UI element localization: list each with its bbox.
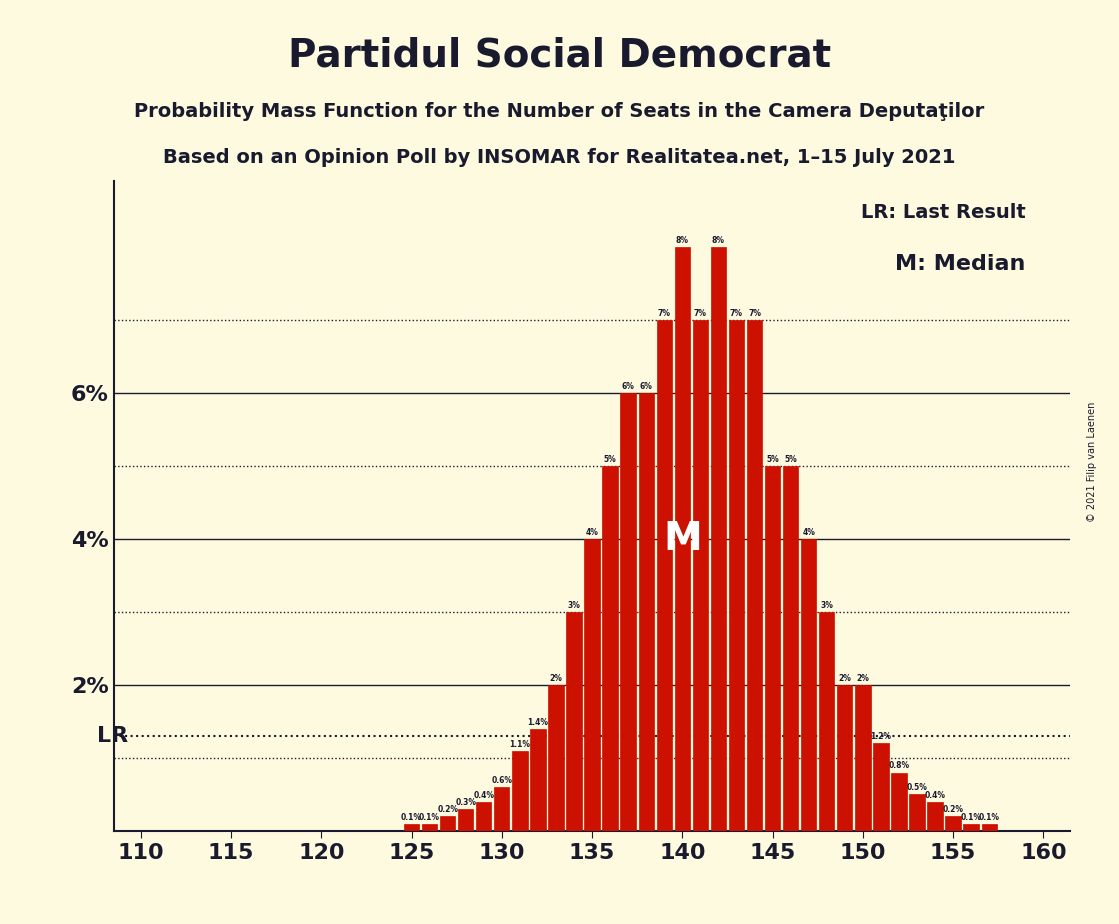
Bar [422, 823, 438, 831]
Text: 2%: 2% [856, 674, 869, 683]
Bar [639, 393, 653, 831]
Bar [928, 802, 942, 831]
Text: 8%: 8% [712, 236, 725, 245]
Bar [855, 685, 871, 831]
Text: 0.5%: 0.5% [906, 784, 928, 792]
Text: 2%: 2% [549, 674, 563, 683]
Bar [621, 393, 636, 831]
Bar [765, 466, 780, 831]
Bar [963, 823, 979, 831]
Text: 6%: 6% [640, 382, 652, 391]
Text: 8%: 8% [676, 236, 689, 245]
Text: 0.3%: 0.3% [455, 798, 477, 807]
Bar [476, 802, 491, 831]
Text: 0.2%: 0.2% [438, 805, 458, 814]
Bar [711, 247, 726, 831]
Text: © 2021 Filip van Laenen: © 2021 Filip van Laenen [1087, 402, 1097, 522]
Bar [819, 612, 835, 831]
Bar [495, 787, 509, 831]
Bar [566, 612, 582, 831]
Text: 0.8%: 0.8% [888, 761, 910, 771]
Text: 4%: 4% [585, 528, 599, 537]
Text: 1.1%: 1.1% [509, 739, 530, 748]
Bar [548, 685, 564, 831]
Text: 7%: 7% [694, 309, 707, 318]
Text: 1.2%: 1.2% [871, 732, 892, 741]
Bar [981, 823, 997, 831]
Text: 7%: 7% [658, 309, 670, 318]
Bar [404, 823, 420, 831]
Text: 3%: 3% [820, 601, 834, 610]
Bar [728, 320, 744, 831]
Text: 5%: 5% [784, 455, 797, 464]
Bar [675, 247, 690, 831]
Bar [584, 539, 600, 831]
Text: 1.4%: 1.4% [527, 718, 548, 726]
Text: 2%: 2% [838, 674, 852, 683]
Text: 5%: 5% [767, 455, 779, 464]
Text: 0.1%: 0.1% [420, 812, 440, 821]
Text: 0.1%: 0.1% [979, 812, 999, 821]
Bar [783, 466, 798, 831]
Bar [530, 729, 546, 831]
Bar [693, 320, 708, 831]
Text: 0.1%: 0.1% [960, 812, 981, 821]
Text: LR: LR [97, 726, 129, 746]
Text: M: M [662, 520, 702, 558]
Text: Probability Mass Function for the Number of Seats in the Camera Deputaţilor: Probability Mass Function for the Number… [134, 102, 985, 121]
Bar [837, 685, 853, 831]
Text: 4%: 4% [802, 528, 815, 537]
Text: 6%: 6% [622, 382, 634, 391]
Bar [801, 539, 817, 831]
Text: 7%: 7% [747, 309, 761, 318]
Bar [513, 750, 527, 831]
Text: 7%: 7% [730, 309, 743, 318]
Bar [746, 320, 762, 831]
Text: 5%: 5% [604, 455, 617, 464]
Text: M: Median: M: Median [895, 254, 1025, 274]
Bar [946, 817, 961, 831]
Bar [458, 809, 473, 831]
Text: 0.1%: 0.1% [401, 812, 422, 821]
Text: 0.4%: 0.4% [473, 791, 495, 799]
Bar [891, 772, 906, 831]
Text: 3%: 3% [567, 601, 581, 610]
Text: 0.4%: 0.4% [924, 791, 946, 799]
Bar [873, 744, 888, 831]
Bar [910, 795, 924, 831]
Text: 0.6%: 0.6% [491, 776, 513, 785]
Text: Partidul Social Democrat: Partidul Social Democrat [288, 37, 831, 75]
Bar [657, 320, 671, 831]
Text: 0.2%: 0.2% [942, 805, 963, 814]
Bar [602, 466, 618, 831]
Text: Based on an Opinion Poll by INSOMAR for Realitatea.net, 1–15 July 2021: Based on an Opinion Poll by INSOMAR for … [163, 148, 956, 167]
Text: LR: Last Result: LR: Last Result [861, 203, 1025, 222]
Bar [440, 817, 455, 831]
